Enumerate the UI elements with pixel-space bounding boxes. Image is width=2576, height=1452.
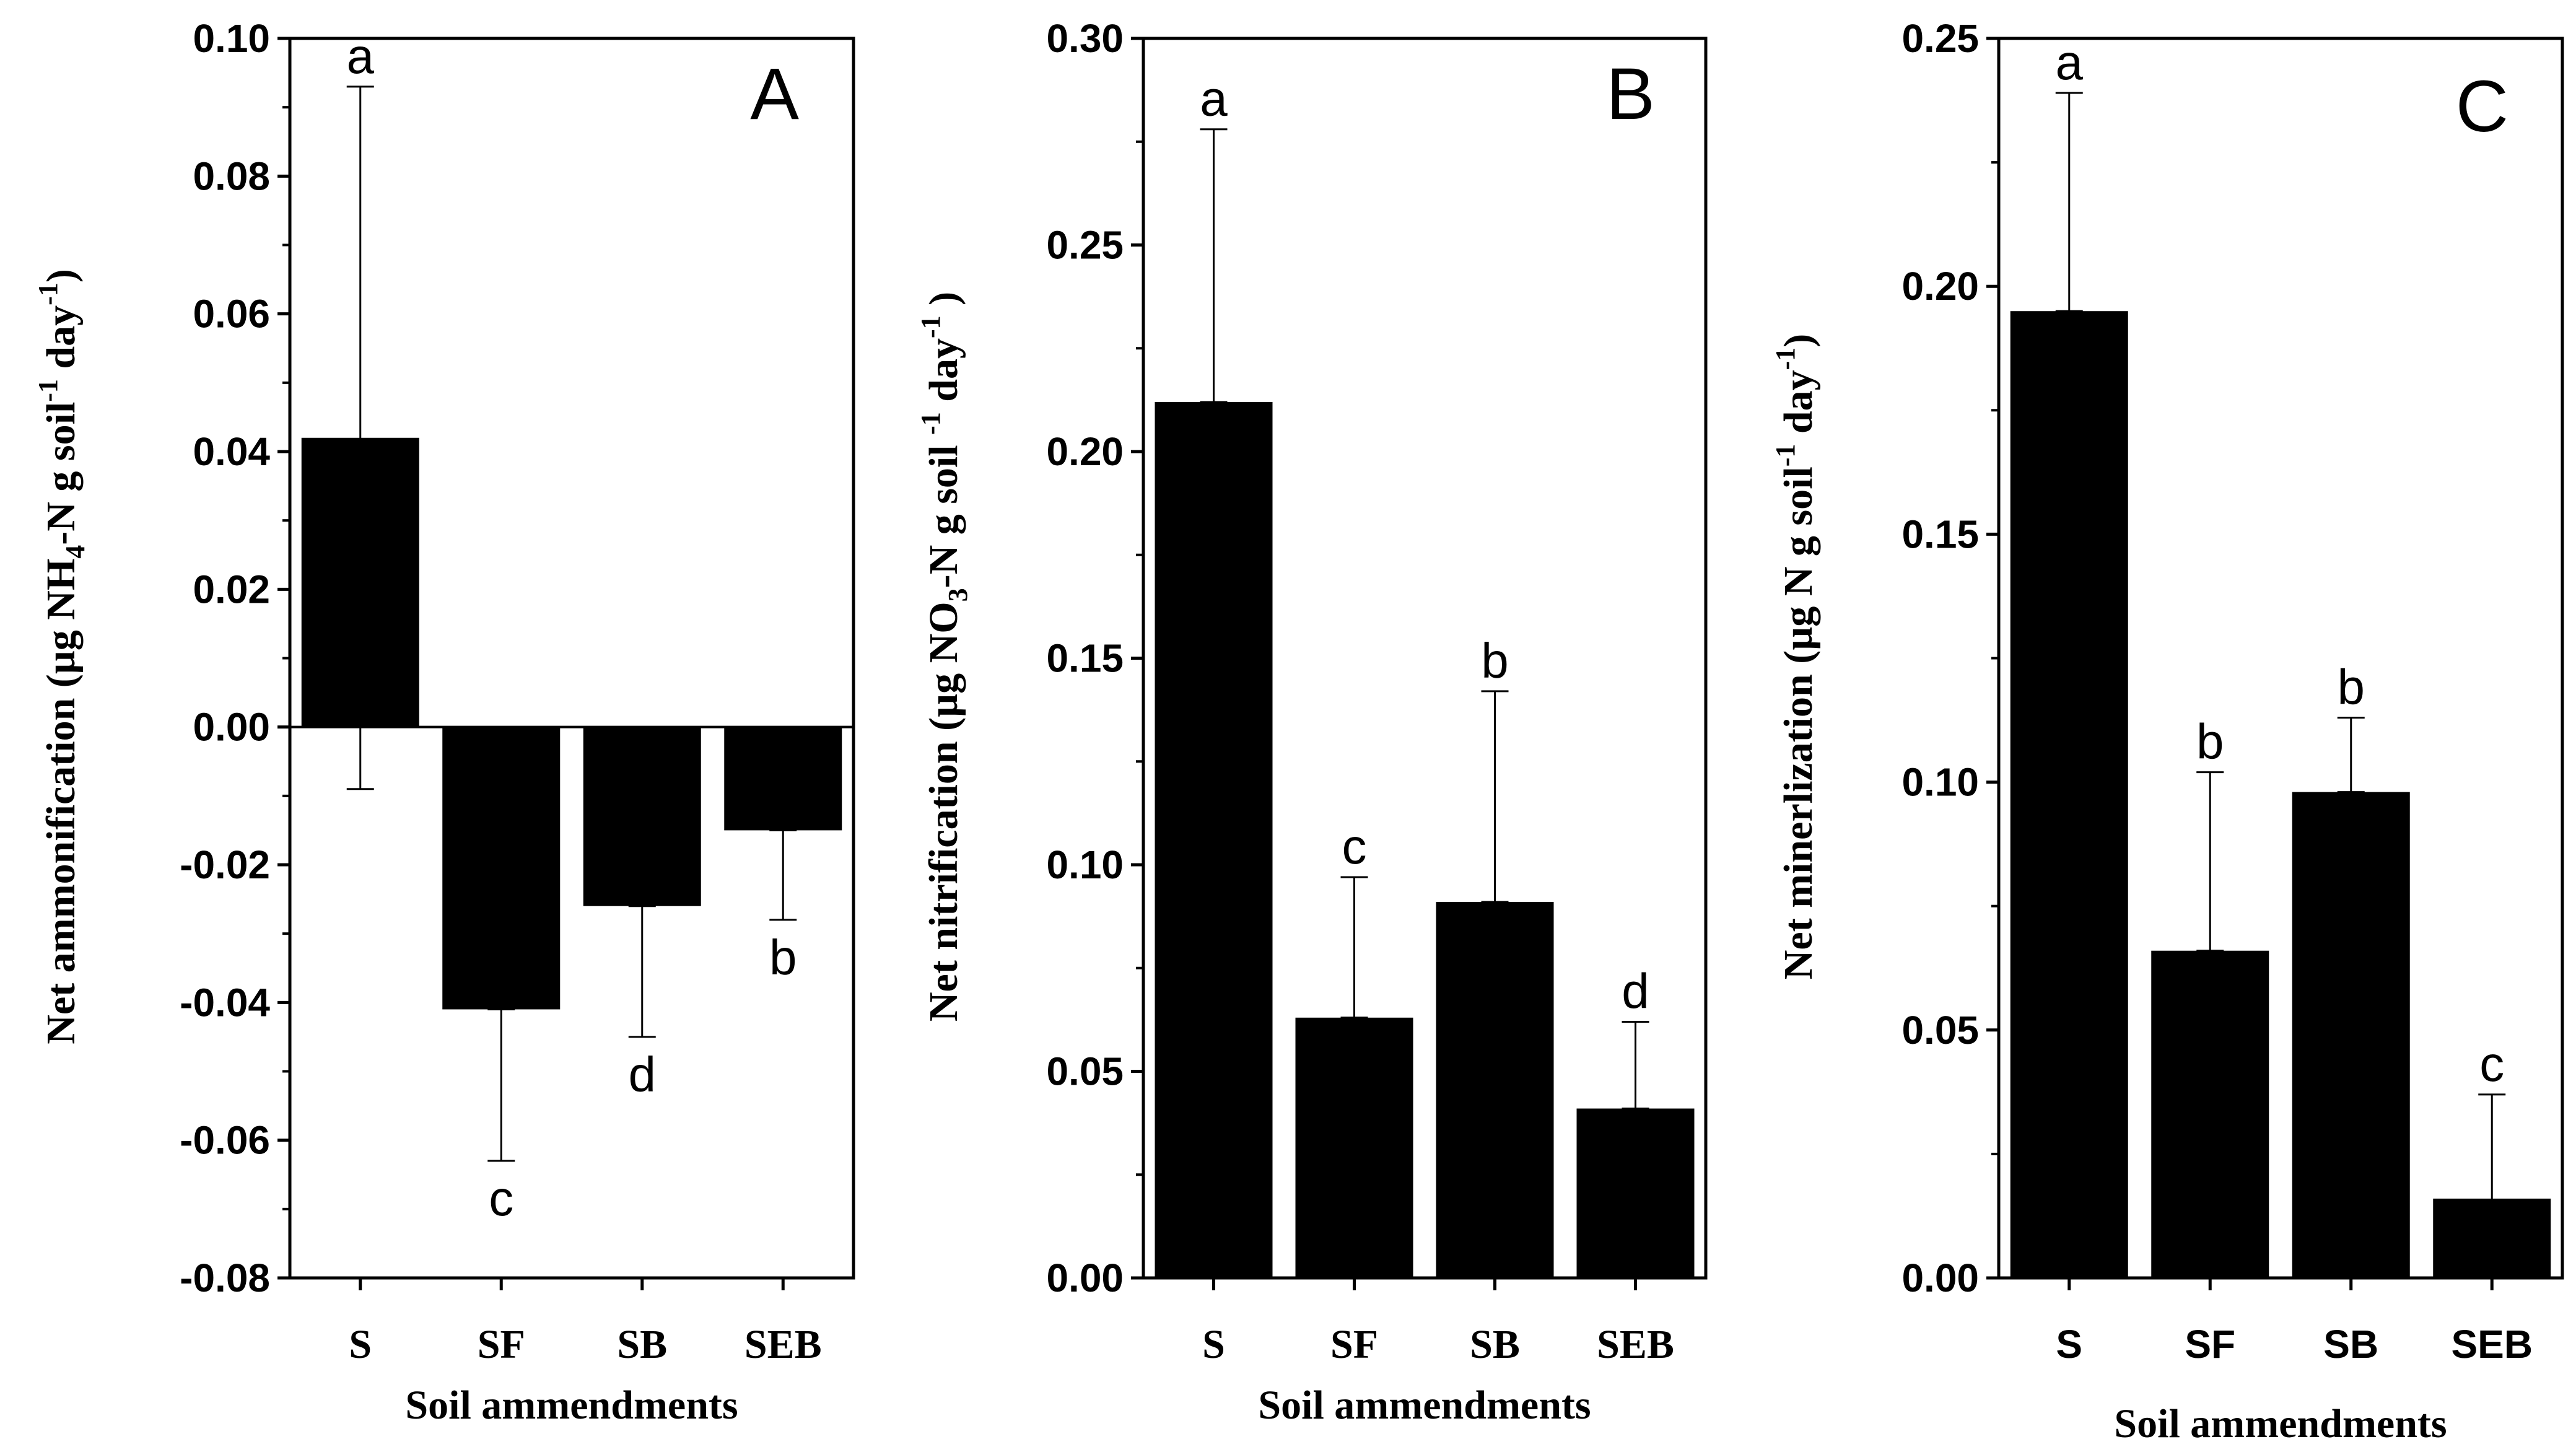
bar-sf [1295, 1017, 1413, 1278]
y-ticks: 0.00 0.05 0.10 0.15 0.20 0.25 [1901, 16, 1999, 1300]
y-tick-label: 0.00 [193, 705, 270, 750]
significance-letter: c [1342, 819, 1367, 874]
y-tick-label: 0.00 [1901, 1256, 1979, 1300]
y-tick-label: 0.08 [193, 154, 270, 198]
y-tick-label: -0.04 [180, 980, 270, 1025]
significance-letter: a [347, 28, 375, 84]
bar-s [1155, 401, 1273, 1279]
significance-letter: c [489, 1171, 513, 1226]
bar-sb [583, 727, 701, 906]
y-axis-label: Net minerlization (µg N g soil-1 day-1) [1770, 334, 1821, 980]
y-tick-label: -0.08 [180, 1256, 270, 1300]
y-tick-label: 0.10 [1901, 760, 1979, 805]
error-bar-seb [2478, 1093, 2506, 1259]
bar-seb [724, 727, 842, 831]
panel-label: A [750, 53, 799, 135]
panel-a: a c d b -0.08 -0.06 -0.04 -0.02 0.00 0.02 0.04 0.06… [33, 16, 855, 1428]
x-tick-label-sf: SF [1330, 1322, 1378, 1367]
error-bar-sb [1481, 690, 1509, 903]
significance-letter: b [769, 930, 797, 985]
y-tick-label: 0.25 [1046, 223, 1124, 268]
y-tick-label: 0.10 [193, 16, 270, 61]
error-bar-s [346, 85, 374, 790]
x-tick-label-s: S [1202, 1322, 1225, 1367]
significance-letter: b [2196, 714, 2224, 769]
panel-c: a b b c 0.00 0.05 0.10 0.15 0.20 0.25 S SF SB SEBSoil… [1770, 16, 2564, 1446]
error-bar-s [1200, 128, 1228, 403]
error-bar-sf [1340, 876, 1368, 1019]
error-bar-sb [628, 905, 656, 1038]
y-tick-label: 0.20 [1901, 264, 1979, 308]
x-tick-label-s: S [349, 1322, 372, 1367]
significance-letter: b [2338, 660, 2365, 715]
x-axis-label: Soil ammendments [405, 1383, 738, 1428]
error-bar-sb [2337, 717, 2365, 794]
y-tick-label: 0.25 [1901, 16, 1979, 61]
error-bar-seb [1622, 1020, 1649, 1110]
error-bar-s [2055, 92, 2083, 312]
bar-sf [442, 727, 561, 1010]
y-tick-label: 0.02 [193, 567, 270, 611]
panel-label: B [1606, 53, 1655, 135]
y-tick-label: 0.05 [1901, 1008, 1979, 1052]
error-bar-sf [487, 1008, 515, 1162]
y-axis-label: Net nitrification (µg NO3-N g soil -1 da… [915, 292, 973, 1021]
x-tick-label-sb: SB [617, 1322, 667, 1367]
x-axis-label: Soil ammendments [1258, 1383, 1591, 1428]
x-tick-label-seb: SEB [2451, 1322, 2533, 1367]
x-tick-label-sb: SB [2323, 1322, 2378, 1367]
significance-letter: a [1200, 71, 1228, 126]
x-tick-label-seb: SEB [744, 1322, 822, 1367]
significance-letter: c [2479, 1036, 2504, 1091]
panel-label: C [2456, 66, 2508, 147]
significance-letter: b [1481, 633, 1509, 688]
bar-sb [2292, 792, 2410, 1278]
y-tick-label: -0.02 [180, 842, 270, 887]
bar-sf [2151, 950, 2269, 1278]
y-tick-label: 0.15 [1901, 512, 1979, 556]
y-ticks: 0.00 0.05 0.10 0.15 0.20 0.25 0.30 [1046, 16, 1143, 1300]
significance-letter: a [2056, 35, 2084, 90]
x-axis-label: Soil ammendments [2114, 1401, 2447, 1446]
y-axis-label: Net ammonification (µg NH4-N g soil-1 da… [33, 269, 90, 1044]
y-tick-label: 0.06 [193, 292, 270, 336]
y-tick-label: -0.06 [180, 1118, 270, 1163]
y-tick-label: 0.04 [193, 429, 270, 474]
bar-sb [1436, 902, 1554, 1278]
y-tick-label: 0.00 [1046, 1256, 1124, 1300]
x-tick-label-sb: SB [1470, 1322, 1520, 1367]
y-tick-label: 0.20 [1046, 429, 1124, 474]
significance-letter: d [629, 1047, 657, 1102]
y-tick-label: 0.30 [1046, 16, 1124, 61]
x-tick-label-s: S [2056, 1322, 2082, 1367]
significance-letter: d [1622, 963, 1649, 1018]
y-ticks: -0.08 -0.06 -0.04 -0.02 0.00 0.02 0.04 0.06 0.08… [180, 16, 290, 1300]
bar-seb [1576, 1108, 1695, 1278]
x-tick-label-sf: SF [2185, 1322, 2235, 1367]
error-bar-sf [2196, 771, 2224, 952]
y-tick-label: 0.10 [1046, 842, 1124, 887]
y-tick-label: 0.15 [1046, 636, 1124, 681]
y-tick-label: 0.05 [1046, 1049, 1124, 1094]
panel-b: a c b d 0.00 0.05 0.10 0.15 0.20 0.25 0.30 S SF SB SEB… [915, 16, 1708, 1428]
x-tick-label-sf: SF [478, 1322, 525, 1367]
error-bar-seb [769, 829, 797, 921]
x-tick-label-seb: SEB [1597, 1322, 1674, 1367]
bar-s [2010, 311, 2128, 1279]
